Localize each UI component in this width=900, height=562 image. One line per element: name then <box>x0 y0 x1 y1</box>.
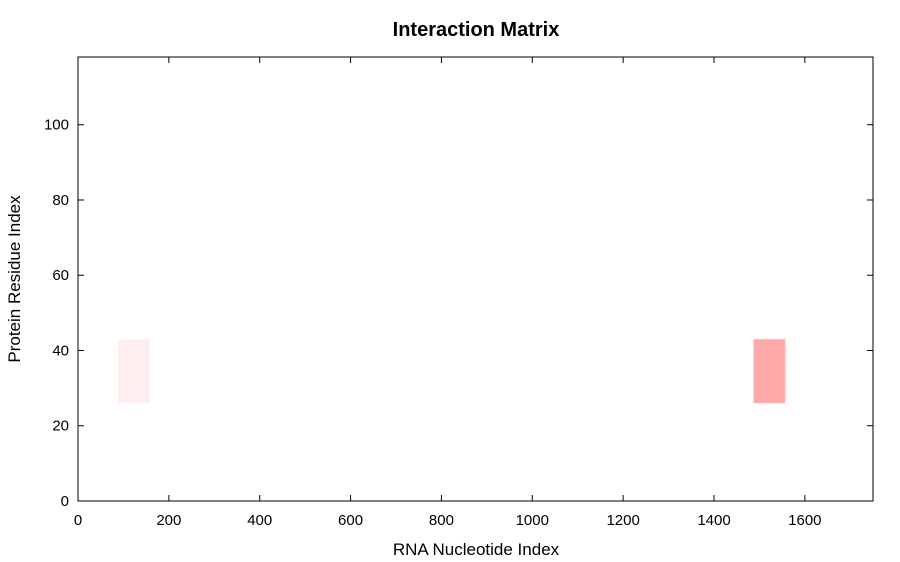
x-tick-label: 1000 <box>516 512 549 529</box>
y-tick-label: 80 <box>52 192 69 209</box>
y-axis-ticks: 0 20 40 60 80 100 <box>44 117 873 510</box>
x-tick-label: 0 <box>74 512 82 529</box>
x-tick-label: 1400 <box>697 512 730 529</box>
y-tick-label: 20 <box>52 418 69 435</box>
chart-title: Interaction Matrix <box>393 19 560 41</box>
x-axis-label: RNA Nucleotide Index <box>393 540 560 559</box>
y-tick-label: 40 <box>52 342 69 359</box>
y-tick-label: 60 <box>52 267 69 284</box>
heatmap-cell-1 <box>753 339 786 404</box>
x-axis-ticks: 0 200 400 600 800 1000 1200 1400 1600 <box>74 57 822 529</box>
x-tick-label: 1200 <box>606 512 639 529</box>
x-tick-label: 800 <box>429 512 454 529</box>
heatmap-cells <box>117 339 786 404</box>
plot-frame <box>77 56 874 502</box>
x-tick-label: 600 <box>338 512 363 529</box>
x-tick-label: 400 <box>247 512 272 529</box>
heatmap-cell-0 <box>117 339 150 404</box>
y-tick-label: 0 <box>61 493 69 510</box>
y-tick-label: 100 <box>44 117 69 134</box>
y-axis-label: Protein Residue Index <box>5 195 24 363</box>
x-tick-label: 1600 <box>788 512 821 529</box>
x-tick-label: 200 <box>156 512 181 529</box>
